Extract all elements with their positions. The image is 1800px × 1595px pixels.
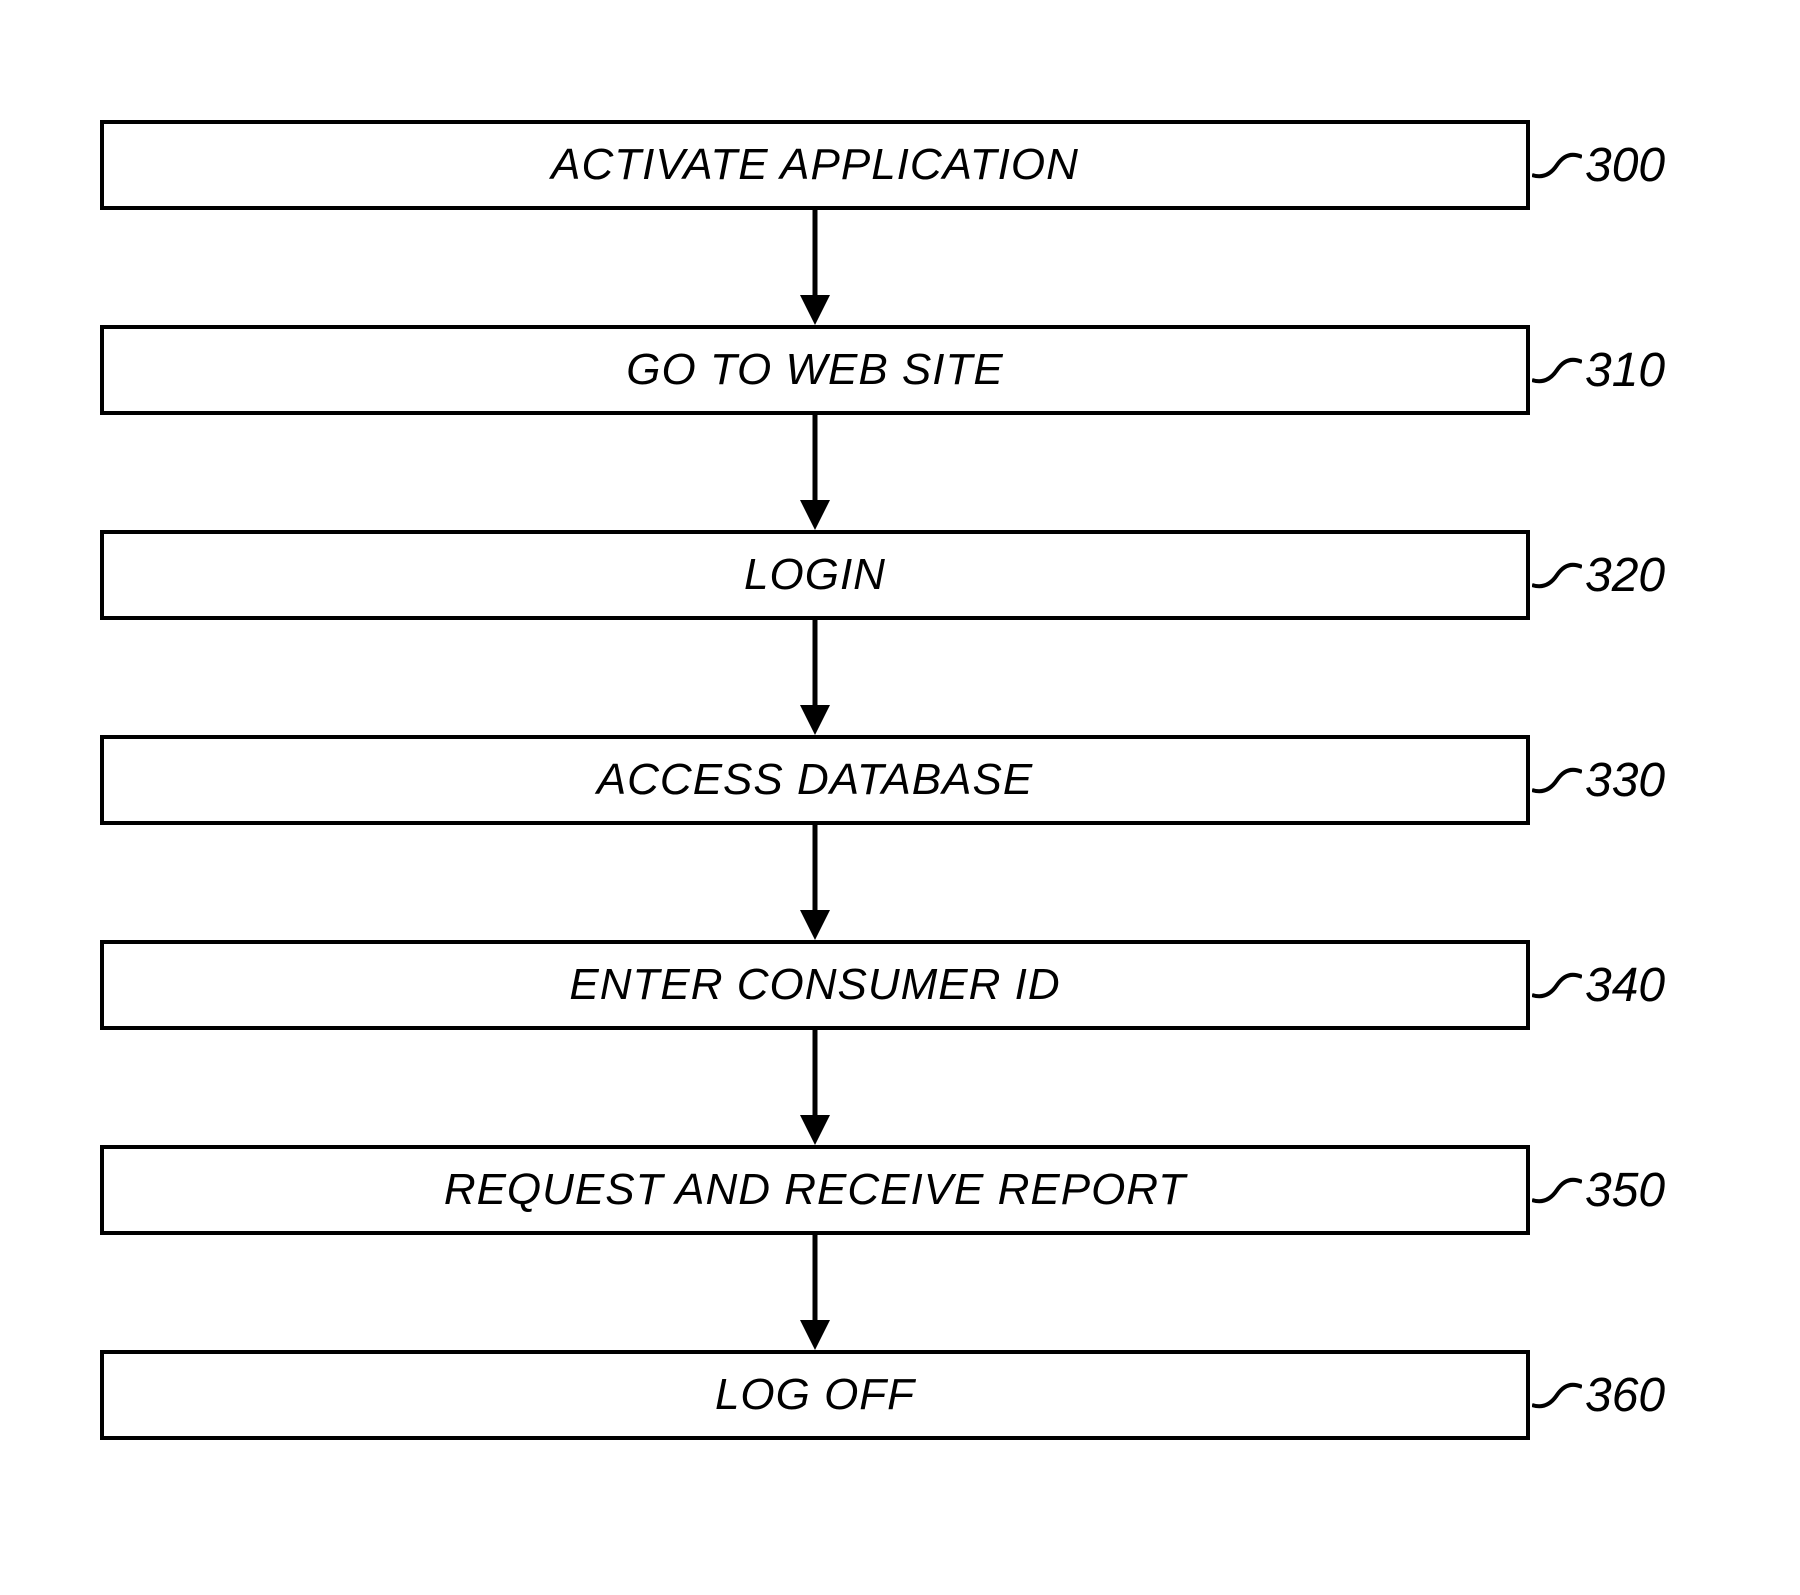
step-box: REQUEST AND RECEIVE REPORT: [100, 1145, 1530, 1235]
flow-arrow: [100, 1235, 1530, 1350]
flow-step: LOG OFF 360: [100, 1350, 1700, 1440]
reference-connector: [1532, 760, 1582, 800]
flowchart-container: ACTIVATE APPLICATION 300 GO TO WEB SITE …: [100, 120, 1700, 1440]
step-box: ACCESS DATABASE: [100, 735, 1530, 825]
reference-connector: [1532, 965, 1582, 1005]
step-box: LOG OFF: [100, 1350, 1530, 1440]
step-label: ACTIVATE APPLICATION: [551, 140, 1079, 190]
step-box: LOGIN: [100, 530, 1530, 620]
flow-arrow: [100, 210, 1530, 325]
reference-connector: [1532, 1170, 1582, 1210]
reference-number: 340: [1585, 958, 1665, 1013]
step-box: ACTIVATE APPLICATION: [100, 120, 1530, 210]
step-label: GO TO WEB SITE: [626, 345, 1003, 395]
reference-connector: [1532, 555, 1582, 595]
reference-number: 310: [1585, 343, 1665, 398]
reference-connector: [1532, 145, 1582, 185]
reference-connector: [1532, 350, 1582, 390]
flow-step: GO TO WEB SITE 310: [100, 325, 1700, 415]
flow-step: ENTER CONSUMER ID 340: [100, 940, 1700, 1030]
step-label: ENTER CONSUMER ID: [569, 960, 1060, 1010]
flow-arrow: [100, 620, 1530, 735]
step-box: GO TO WEB SITE: [100, 325, 1530, 415]
reference-number: 330: [1585, 753, 1665, 808]
reference-number: 320: [1585, 548, 1665, 603]
flow-step: ACCESS DATABASE 330: [100, 735, 1700, 825]
reference-number: 300: [1585, 138, 1665, 193]
reference-number: 350: [1585, 1163, 1665, 1218]
flow-arrow: [100, 825, 1530, 940]
step-label: LOGIN: [744, 550, 886, 600]
step-label: LOG OFF: [715, 1370, 915, 1420]
flow-arrow: [100, 1030, 1530, 1145]
flow-step: LOGIN 320: [100, 530, 1700, 620]
flow-arrow: [100, 415, 1530, 530]
reference-connector: [1532, 1375, 1582, 1415]
reference-number: 360: [1585, 1368, 1665, 1423]
flow-step: REQUEST AND RECEIVE REPORT 350: [100, 1145, 1700, 1235]
flow-step: ACTIVATE APPLICATION 300: [100, 120, 1700, 210]
step-label: REQUEST AND RECEIVE REPORT: [444, 1165, 1186, 1215]
step-label: ACCESS DATABASE: [597, 755, 1033, 805]
step-box: ENTER CONSUMER ID: [100, 940, 1530, 1030]
